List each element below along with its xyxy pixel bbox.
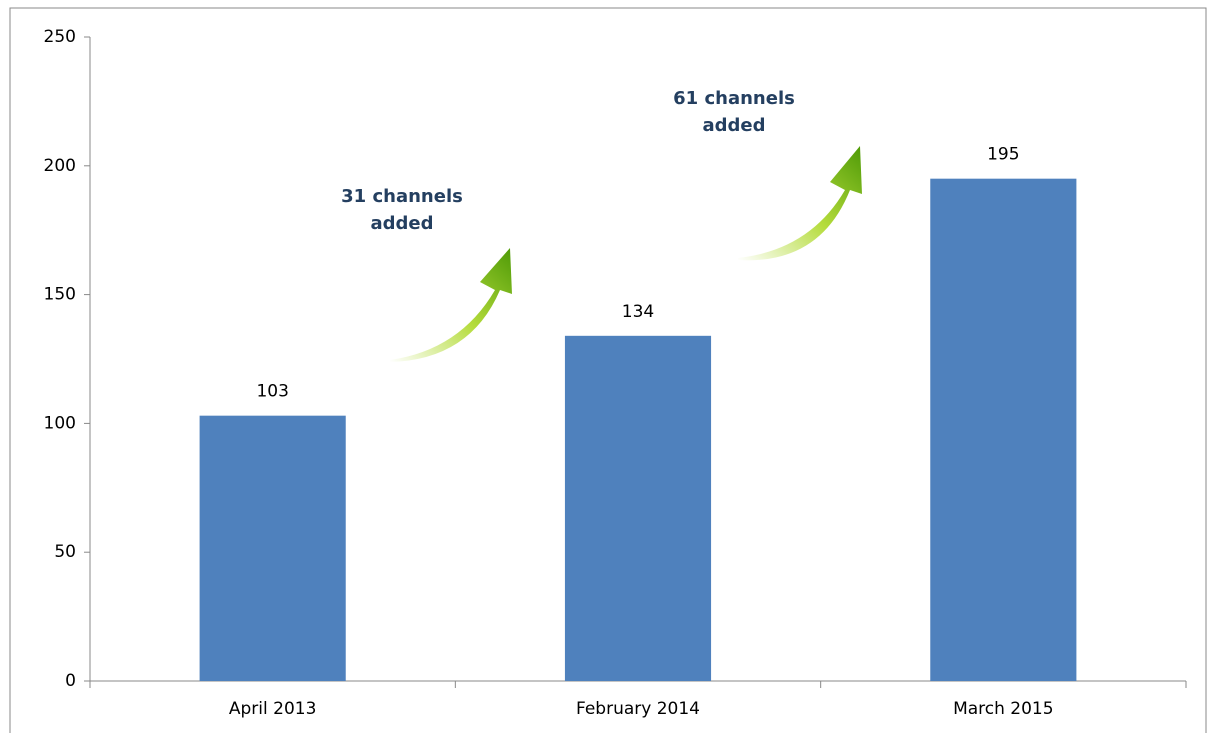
arrow [738,146,862,261]
x-tick-label: April 2013 [229,699,317,719]
y-tick-label: 100 [44,413,76,433]
data-label: 103 [256,382,288,402]
bar [199,415,346,681]
y-tick-label: 150 [44,285,76,305]
arrow [390,248,512,362]
y-tick-label: 250 [44,27,76,47]
data-label: 195 [987,145,1019,165]
annotation: 31 channels added [341,186,463,234]
x-tick-label: March 2015 [953,699,1054,719]
data-label: 134 [622,302,654,322]
annotation: 61 channels added [673,88,795,136]
bar [930,178,1077,681]
x-tick-label: February 2014 [576,699,700,719]
y-tick-label: 50 [54,542,76,562]
y-tick-label: 200 [44,156,76,176]
frame [9,7,1207,733]
y-tick-label: 0 [65,671,76,691]
bar [564,335,712,681]
